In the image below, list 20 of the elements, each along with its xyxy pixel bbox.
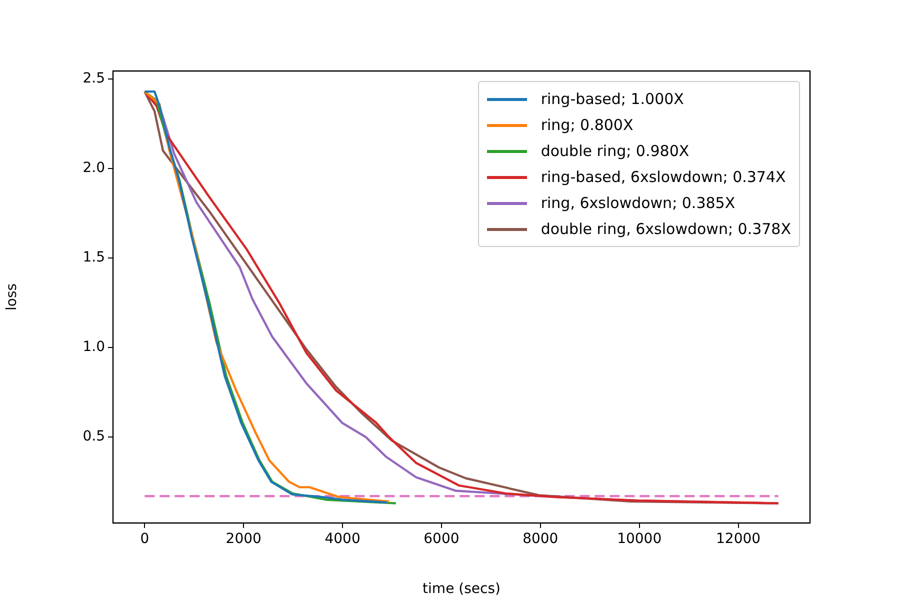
x-tick-label: 12000 <box>716 531 761 548</box>
x-tick-label: 4000 <box>324 531 360 548</box>
x-tick-label: 6000 <box>424 531 460 548</box>
y-tick-label: 2.0 <box>82 160 105 176</box>
x-tick-label: 2000 <box>226 531 262 548</box>
legend-label: ring; 0.800X <box>540 116 634 134</box>
legend-label: double ring; 0.980X <box>540 142 690 160</box>
x-tick-label: 10000 <box>617 531 662 548</box>
x-tick-label: 0 <box>140 531 150 548</box>
legend-label: ring-based, 6xslowdown; 0.374X <box>540 168 786 186</box>
y-tick-label: 1.0 <box>82 339 105 356</box>
y-tick-label: 1.5 <box>82 250 105 266</box>
legend-label: double ring, 6xslowdown; 0.378X <box>540 220 791 238</box>
y-tick-label: 0.5 <box>82 428 105 445</box>
legend-label: ring-based; 1.000X <box>540 90 684 108</box>
y-axis-title: loss <box>4 283 20 311</box>
x-tick-label: 8000 <box>522 531 558 548</box>
legend-label: ring, 6xslowdown; 0.385X <box>540 194 736 212</box>
x-axis-title: time (secs) <box>422 581 500 598</box>
y-tick-label: 2.5 <box>82 70 105 87</box>
